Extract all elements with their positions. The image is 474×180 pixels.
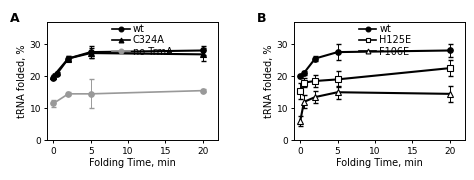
- Y-axis label: tRNA folded, %: tRNA folded, %: [17, 44, 27, 118]
- Text: B: B: [257, 12, 266, 25]
- Text: A: A: [10, 12, 19, 25]
- Legend: wt, H125E, F106E: wt, H125E, F106E: [359, 24, 411, 57]
- Y-axis label: tRNA folded, %: tRNA folded, %: [264, 44, 274, 118]
- Legend: wt, C324A, no TrmA: wt, C324A, no TrmA: [112, 24, 172, 57]
- X-axis label: Folding Time, min: Folding Time, min: [89, 158, 176, 168]
- X-axis label: Folding Time, min: Folding Time, min: [336, 158, 423, 168]
